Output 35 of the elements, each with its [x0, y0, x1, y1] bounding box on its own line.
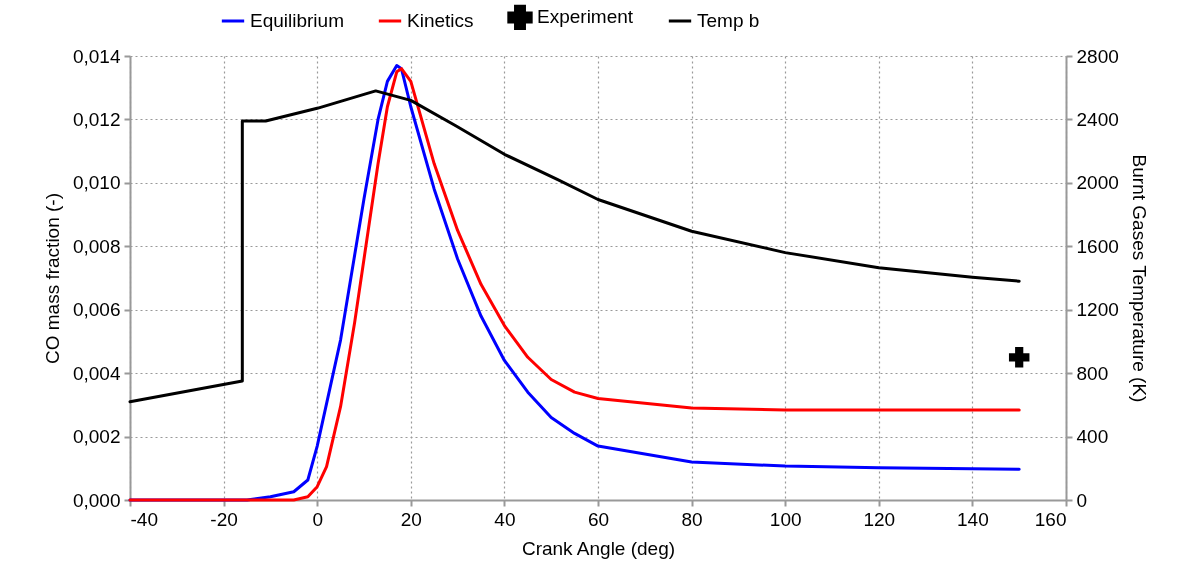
- x-tick-label: 100: [769, 508, 802, 530]
- y2-tick-label: 1600: [1076, 235, 1119, 257]
- y-tick-label: 0,008: [72, 235, 121, 257]
- y2-tick-label: 2000: [1076, 172, 1119, 194]
- x-tick-label: 160: [1034, 508, 1067, 530]
- legend-label: Kinetics: [407, 10, 474, 31]
- x-axis-title: Crank Angle (deg): [521, 537, 676, 559]
- x-tick-label: 80: [681, 508, 703, 530]
- y2-tick-label: 2400: [1076, 108, 1119, 130]
- x-tick-label: 0: [312, 508, 323, 530]
- y-tick-label: 0,012: [72, 108, 121, 130]
- y-axis-title: CO mass fraction (-): [41, 192, 63, 365]
- y2-tick-label: 400: [1076, 426, 1109, 448]
- y-tick-label: 0,002: [72, 426, 121, 448]
- y2-tick-label: 0: [1076, 489, 1088, 511]
- y-tick-label: 0,006: [72, 299, 121, 321]
- x-tick-label: -40: [130, 508, 158, 530]
- x-tick-label: 20: [400, 508, 422, 530]
- y-tick-label: 0,000: [72, 489, 121, 511]
- x-tick-label: 140: [957, 508, 989, 530]
- legend-label: Experiment: [537, 6, 634, 28]
- y2-tick-label: 800: [1076, 362, 1109, 384]
- x-tick-label: 60: [587, 508, 610, 530]
- x-tick-label: 40: [494, 508, 516, 530]
- legend-label: Temp b: [697, 10, 760, 31]
- y2-axis-title: Burnt Gases Temperature (K): [1128, 154, 1150, 403]
- y-tick-label: 0,004: [72, 362, 121, 384]
- y-tick-label: 0,010: [72, 172, 121, 194]
- y-tick-label: 0,014: [72, 45, 121, 67]
- x-tick-label: 120: [863, 508, 896, 530]
- y2-tick-label: 1200: [1076, 299, 1119, 321]
- y2-tick-label: 2800: [1076, 45, 1119, 67]
- line-series: [128, 89, 1021, 404]
- x-tick-label: -20: [210, 508, 238, 530]
- legend-label: Equilibrium: [250, 10, 344, 31]
